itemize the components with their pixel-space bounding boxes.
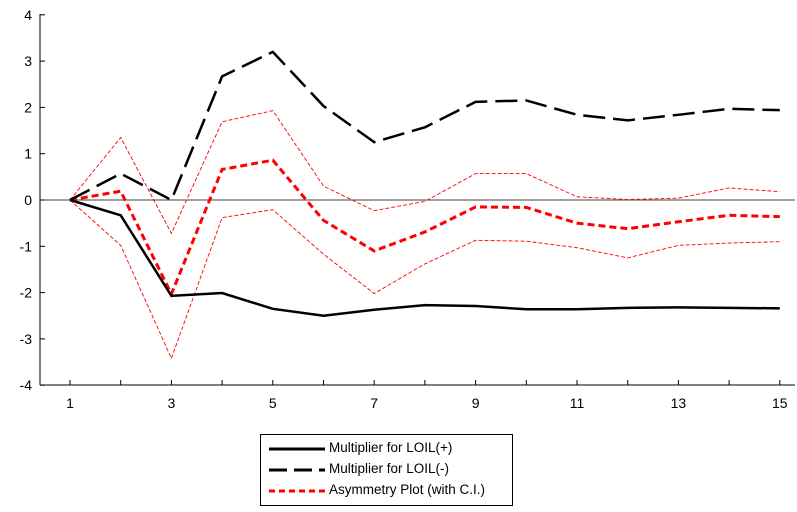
y-tick-label: -4 — [20, 377, 33, 393]
series-line-shortdash — [69, 158, 780, 298]
y-tick-label: 2 — [24, 99, 32, 115]
x-tick-label: 11 — [570, 395, 585, 411]
y-tick-label: -3 — [20, 331, 33, 347]
y-tick-label: 1 — [24, 146, 32, 162]
legend-item-loil-plus: Multiplier for LOIL(+) — [261, 439, 512, 459]
legend-label: Asymmetry Plot (with C.I.) — [329, 482, 486, 497]
x-tick-label: 13 — [671, 395, 687, 411]
plot-area — [69, 50, 780, 360]
legend-swatch-shortdash — [269, 489, 325, 493]
x-tick-label: 1 — [66, 395, 74, 411]
y-tick-label: 4 — [24, 7, 32, 23]
legend-label: Multiplier for LOIL(+) — [329, 440, 453, 455]
y-tick-label: 0 — [24, 192, 32, 208]
x-tick-label: 3 — [168, 395, 176, 411]
x-tick-label: 15 — [772, 395, 788, 411]
series-line-solid — [69, 198, 780, 318]
legend-swatch-solid — [269, 447, 325, 451]
legend-item-loil-minus: Multiplier for LOIL(-) — [261, 460, 512, 480]
x-tick-label: 5 — [269, 395, 277, 411]
series-line-upper-ci — [69, 110, 780, 235]
series-line-longdash — [69, 50, 780, 202]
y-tick-label: 3 — [24, 53, 32, 69]
y-tick-label: -2 — [20, 285, 33, 301]
x-tick-label: 7 — [370, 395, 378, 411]
legend-item-asymmetry: Asymmetry Plot (with C.I.) — [261, 481, 512, 501]
legend-swatch-longdash — [269, 468, 325, 472]
y-tick-label: -1 — [20, 238, 33, 254]
series-line-lower-ci — [69, 199, 780, 360]
x-tick-label: 9 — [472, 395, 480, 411]
legend: Multiplier for LOIL(+) Multiplier for LO… — [260, 434, 513, 506]
legend-label: Multiplier for LOIL(-) — [329, 461, 450, 476]
